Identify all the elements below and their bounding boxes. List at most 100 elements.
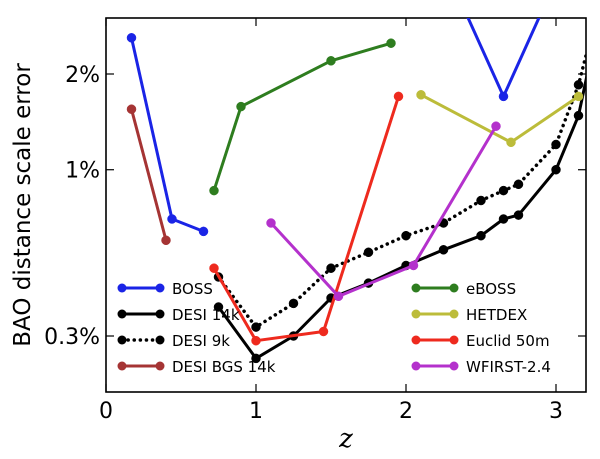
data-point bbox=[476, 195, 486, 206]
data-point bbox=[416, 90, 426, 100]
data-point bbox=[251, 353, 261, 364]
data-point bbox=[573, 110, 584, 121]
data-point bbox=[513, 179, 524, 190]
y-tick-label: 1% bbox=[65, 159, 100, 184]
series-boss bbox=[454, 0, 553, 102]
legend-swatch-marker bbox=[449, 283, 459, 293]
legend-swatch-marker bbox=[449, 309, 459, 319]
data-point bbox=[551, 139, 561, 150]
data-point bbox=[266, 218, 276, 228]
data-point bbox=[454, 0, 463, 1]
legend-item-boss: BOSS bbox=[117, 280, 213, 298]
x-tick-label: 0 bbox=[99, 399, 113, 424]
series-line-wfirst-2-4 bbox=[269, 124, 498, 298]
data-point bbox=[288, 298, 299, 309]
legend-swatch-marker bbox=[411, 283, 421, 293]
legend-label: BOSS bbox=[172, 280, 213, 298]
data-point bbox=[506, 137, 516, 148]
axis-ticks: 0 1 2 3 0.3% 1% 2% bbox=[44, 18, 586, 424]
data-point bbox=[236, 101, 246, 112]
x-tick-label: 3 bbox=[549, 399, 563, 424]
data-point bbox=[597, 5, 600, 14]
legend-label: eBOSS bbox=[466, 280, 516, 298]
legend-swatch-marker bbox=[117, 283, 127, 293]
data-point bbox=[498, 185, 509, 196]
data-point bbox=[491, 121, 501, 131]
data-point bbox=[326, 56, 336, 66]
data-point bbox=[498, 214, 509, 224]
series-wfirst-2-4 bbox=[266, 121, 501, 302]
data-point bbox=[408, 260, 419, 271]
series-desi-bgs-14k bbox=[126, 104, 171, 246]
data-point bbox=[126, 33, 137, 43]
legend-label: WFIRST-2.4 bbox=[466, 358, 551, 376]
legend-swatch-marker bbox=[155, 361, 165, 371]
legend-label: HETDEX bbox=[466, 306, 527, 324]
legend-item-desi-9k: DESI 9k bbox=[117, 332, 230, 350]
plot-frame bbox=[105, 17, 587, 393]
legend-label: DESI BGS 14k bbox=[172, 358, 276, 376]
series-boss bbox=[126, 33, 209, 237]
legend-swatch-marker bbox=[117, 361, 127, 371]
legend-swatch-marker bbox=[155, 309, 165, 319]
legend: BOSS DESI 14k DESI 9k DESI BGS 14k eBOSS HETD… bbox=[117, 280, 551, 376]
legend-swatch-marker bbox=[449, 335, 459, 345]
legend-label: DESI 14k bbox=[172, 306, 240, 324]
legend-swatch-marker bbox=[411, 335, 421, 345]
legend-swatch-marker bbox=[117, 309, 127, 319]
data-point bbox=[167, 214, 177, 224]
data-point bbox=[401, 230, 411, 241]
data-point bbox=[393, 91, 404, 102]
series-line-eboss bbox=[212, 41, 393, 193]
legend-item-desi-14k: DESI 14k bbox=[117, 306, 240, 324]
data-point bbox=[318, 326, 329, 337]
series-hetdex bbox=[416, 90, 584, 148]
data-point bbox=[126, 104, 137, 114]
data-point bbox=[438, 245, 449, 255]
data-point bbox=[573, 91, 584, 102]
data-point bbox=[326, 263, 336, 273]
y-axis-label: BAO distance scale error bbox=[10, 63, 36, 347]
legend-swatch-marker bbox=[411, 309, 421, 319]
y-tick-label: 0.3% bbox=[44, 325, 100, 350]
series-line-euclid-50m bbox=[212, 94, 400, 343]
legend-swatch-marker bbox=[117, 335, 127, 345]
data-point bbox=[498, 91, 509, 102]
data-point bbox=[597, 0, 600, 1]
data-point bbox=[161, 235, 171, 246]
legend-item-eboss: eBOSS bbox=[411, 280, 516, 298]
data-point bbox=[333, 291, 344, 302]
data-series bbox=[126, 0, 600, 364]
data-point bbox=[251, 335, 261, 346]
legend-label: DESI 9k bbox=[172, 332, 230, 350]
series-eboss bbox=[209, 38, 396, 196]
data-point bbox=[209, 263, 219, 273]
x-tick-label: 2 bbox=[399, 399, 413, 424]
legend-item-hetdex: HETDEX bbox=[411, 306, 527, 324]
legend-swatch-marker bbox=[449, 361, 459, 371]
data-point bbox=[551, 164, 561, 175]
data-point bbox=[209, 185, 219, 196]
series-line-desi-bgs-14k bbox=[130, 107, 168, 242]
data-point bbox=[363, 247, 374, 258]
data-point bbox=[544, 0, 553, 1]
legend-label: Euclid 50m bbox=[466, 332, 550, 350]
data-point bbox=[198, 226, 209, 237]
y-tick-label: 2% bbox=[65, 63, 100, 88]
data-point bbox=[573, 80, 584, 90]
legend-item-desi-bgs-14k: DESI BGS 14k bbox=[117, 358, 276, 376]
data-point bbox=[213, 302, 224, 312]
series-desi-9k bbox=[213, 0, 600, 332]
x-axis-label: z bbox=[338, 424, 353, 454]
series-euclid-50m bbox=[209, 91, 404, 346]
data-point bbox=[513, 210, 524, 220]
legend-swatch-marker bbox=[411, 361, 421, 371]
legend-swatch-marker bbox=[155, 335, 165, 345]
x-tick-label: 1 bbox=[249, 399, 263, 424]
data-point bbox=[476, 230, 486, 241]
legend-item-euclid-50m: Euclid 50m bbox=[411, 332, 550, 350]
data-point bbox=[251, 322, 261, 332]
data-point bbox=[386, 38, 396, 48]
legend-item-wfirst-2-4: WFIRST-2.4 bbox=[411, 358, 551, 376]
